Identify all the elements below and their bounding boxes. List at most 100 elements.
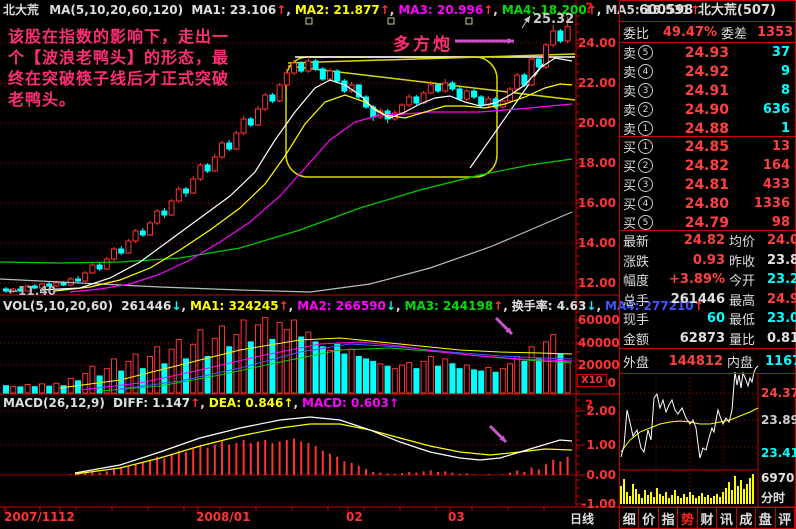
ask-qty: 1 — [780, 121, 790, 136]
trend-arrow-icon: ↑ — [190, 396, 201, 410]
weicha-label: 委差 — [721, 26, 748, 42]
level-number-badge: 3 — [638, 83, 654, 98]
macd-params-label: MACD(26,12,9) — [3, 396, 105, 410]
help-icon[interactable]: ? — [585, 1, 594, 17]
bid-row[interactable]: 买 2 24.82 164 — [620, 156, 795, 176]
bid-qty: 98 — [771, 215, 790, 230]
stat-value: 60 — [706, 311, 725, 327]
vol-value: MA1: 324245↑, — [189, 299, 294, 313]
bid-row[interactable]: 买 3 24.81 433 — [620, 175, 795, 195]
duofangpao-callout: 多方炮 — [393, 35, 453, 55]
panel-tab[interactable]: 细 — [620, 507, 640, 529]
panel-tab[interactable]: 成 — [736, 507, 757, 529]
annotation-line: 该股在指数的影响下，走出一 — [8, 27, 230, 46]
stat-label: 量比 — [729, 332, 756, 348]
panel-tab[interactable]: 势 — [678, 507, 698, 529]
date-label: 12 — [58, 510, 75, 524]
stat-row: 金额 62873 量比 0.81 — [620, 329, 796, 349]
stat-value: 24.05 — [767, 233, 796, 249]
ask-row[interactable]: 卖 1 24.88 1 — [620, 119, 795, 139]
ma-values: MA1: 23.106↑, MA2: 21.877↑, MA3: 20.996↑, M… — [187, 3, 700, 17]
ask-qty: 636 — [762, 102, 790, 117]
macd-tick-label: 1.00 — [586, 438, 616, 452]
trend-arrow-icon: ↑ — [586, 3, 597, 17]
stock-title: 600598 北大荒(507) — [620, 1, 795, 22]
stat-label: 最低 — [729, 313, 756, 329]
trend-arrow-icon: ↑ — [690, 3, 701, 17]
stat-value: 23.07 — [767, 311, 796, 327]
stat-label: 均价 — [729, 235, 756, 251]
bid-list: 买 1 24.85 13 买 2 24.82 164 买 3 24.81 433 买 4 24.80 1336… — [620, 137, 795, 233]
ask-row[interactable]: 卖 5 24.93 37 — [620, 43, 795, 63]
stat-label: 总手 — [623, 293, 650, 309]
panel-tab[interactable]: 价 — [639, 507, 659, 529]
weibi-label: 委比 — [623, 26, 650, 42]
panel-tab[interactable]: 盘 — [756, 507, 776, 529]
vol-value: 换手率: 4.63↓, — [511, 299, 601, 313]
bid-price: 24.85 — [684, 138, 729, 155]
volume-tick-label: 60000 — [578, 313, 620, 327]
date-label: 2007/11 — [4, 510, 59, 524]
stat-label: 现手 — [623, 313, 650, 329]
panel-tab[interactable]: 评 — [775, 507, 795, 529]
trend-arrow-icon: ↓ — [171, 299, 182, 313]
bid-row[interactable]: 买 5 24.79 98 — [620, 213, 795, 233]
stat-value: 261446 — [670, 291, 725, 307]
ma-value: MA3: 20.996↑, — [398, 3, 498, 17]
vol-value: MA3: 244198↑, — [404, 299, 508, 313]
stat-value: 23.89 — [767, 252, 796, 268]
stat-label: 昨收 — [729, 254, 756, 270]
panel-tab[interactable]: 指 — [658, 507, 679, 529]
panel-tab[interactable]: 讯 — [717, 507, 737, 529]
volume-multiplier-badge: X10 — [577, 374, 607, 387]
period-label[interactable]: 日线 — [570, 512, 595, 526]
macd-tick-label: 0.00 — [586, 468, 616, 482]
macd-tick-label: 2.00 — [586, 404, 616, 418]
ma-value: MA2: 21.877↑, — [294, 3, 395, 17]
weibi-value: 49.47% — [662, 24, 717, 40]
trend-arrow-icon: ↓ — [385, 299, 396, 313]
ask-row[interactable]: 卖 2 24.90 636 — [620, 100, 795, 120]
macd-value: DEA: 0.846↑, — [208, 396, 298, 410]
analyst-annotation: 该股在指数的影响下，走出一 个【波浪老鸭头】的形态，最 终在突破筷子线后才正式突破老… — [8, 26, 229, 110]
bid-row[interactable]: 买 4 24.80 1336 — [620, 194, 795, 214]
bid-price: 24.81 — [684, 176, 729, 193]
ask-list: 卖 5 24.93 37 卖 4 24.92 9 卖 3 24.91 8 卖 2 24.90 636 卖 1 24.… — [620, 43, 795, 139]
help-icon[interactable]: ? — [585, 398, 594, 414]
level-number-badge: 1 — [638, 121, 654, 136]
mini-chart-label: 24.37 — [761, 386, 796, 400]
bid-qty: 1336 — [753, 196, 790, 211]
ask-row[interactable]: 卖 4 24.92 9 — [620, 62, 795, 82]
stat-label: 幅度 — [623, 274, 650, 290]
price-tick-label: 14.00 — [578, 236, 616, 250]
ask-price: 24.93 — [684, 44, 729, 61]
stat-value: 24.82 — [683, 233, 725, 249]
outer-volume-label: 外盘 — [623, 355, 650, 371]
macd-value: DIFF: 1.147↑, — [113, 396, 205, 410]
bid-price: 24.80 — [684, 195, 729, 212]
weibi-row: 委比 49.47% 委差 1353 — [620, 22, 795, 43]
macd-tick-label: -1.00 — [581, 497, 616, 511]
bid-row[interactable]: 买 1 24.85 13 — [620, 137, 795, 157]
ma-value: MA5: 15.531↑ — [605, 3, 701, 17]
ask-qty: 8 — [780, 83, 790, 98]
vol-value: 261446↓, — [121, 299, 186, 313]
stock-name: 北大荒 — [3, 3, 40, 17]
macd-values: DIFF: 1.147↑, DEA: 0.846↑, MACD: 0.603↑ — [109, 396, 399, 410]
volume-tick-label: 20000 — [578, 358, 620, 372]
mini-chart-label: 分时 — [761, 491, 786, 505]
price-tick-label: 18.00 — [578, 156, 616, 170]
ask-row[interactable]: 卖 3 24.91 8 — [620, 81, 795, 101]
outer-volume-value: 144812 — [668, 353, 723, 369]
trend-arrow-icon: ↑ — [693, 299, 704, 313]
panel-tab[interactable]: 财 — [697, 507, 718, 529]
